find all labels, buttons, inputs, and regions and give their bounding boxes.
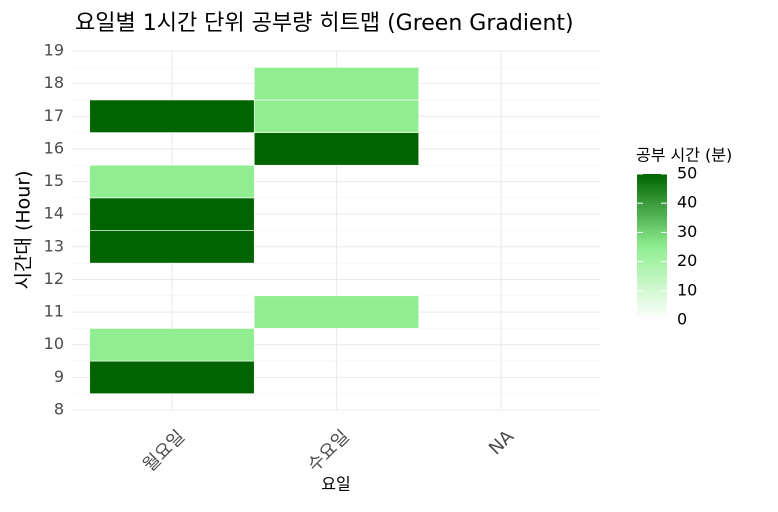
y-tick-label: 9	[54, 367, 64, 386]
heatmap-tile	[89, 197, 255, 231]
y-tick-label: 18	[44, 73, 64, 92]
y-tick-label: 12	[44, 269, 64, 288]
x-tick-label: 월요일	[139, 426, 189, 476]
chart-title: 요일별 1시간 단위 공부량 히트맵 (Green Gradient)	[75, 11, 574, 36]
y-tick-label: 11	[44, 302, 64, 321]
legend-tick-label: 20	[677, 251, 697, 270]
heatmap-tile	[89, 99, 255, 133]
legend-tick-label: 30	[677, 222, 697, 241]
y-axis-label: 시간대 (Hour)	[13, 170, 35, 289]
colorbar	[637, 174, 667, 320]
heatmap-tile	[89, 328, 255, 362]
heatmap-tile	[89, 360, 255, 394]
heatmap-tile	[253, 99, 420, 133]
y-tick-label: 8	[54, 400, 64, 419]
heatmap-tile	[89, 230, 255, 264]
x-axis-label: 요일	[321, 475, 350, 494]
y-tick-label: 13	[44, 236, 64, 255]
y-tick-label: 16	[44, 138, 64, 157]
legend-tick-label: 40	[677, 193, 697, 212]
heatmap-tile	[253, 132, 420, 166]
x-tick-label: NA	[485, 426, 519, 460]
heatmap-tile	[253, 67, 420, 101]
y-tick-label: 19	[44, 41, 64, 60]
heatmap-tile	[89, 164, 255, 199]
y-tick-label: 15	[44, 171, 64, 190]
legend-tick-label: 50	[677, 164, 697, 183]
legend-tick-label: 10	[677, 280, 697, 299]
legend-tick-label: 0	[677, 310, 687, 329]
legend-title: 공부 시간 (분)	[636, 146, 732, 165]
y-tick-label: 10	[44, 334, 64, 353]
x-tick-label: 수요일	[304, 426, 354, 476]
heatmap-tile	[253, 295, 420, 329]
y-tick-label: 17	[44, 106, 64, 125]
y-tick-label: 14	[44, 204, 64, 223]
